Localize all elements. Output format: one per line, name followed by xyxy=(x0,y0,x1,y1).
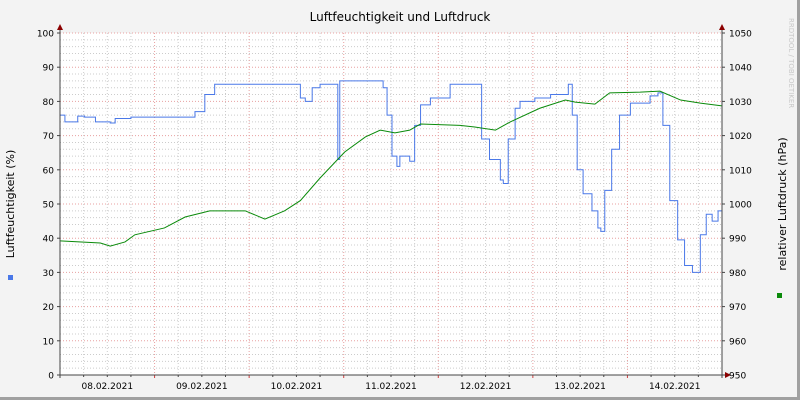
series-line-humidity xyxy=(60,80,723,273)
y-tick-label: 20 xyxy=(43,303,55,313)
watermark: RRDTOOL / TOBI OETIKER xyxy=(787,18,795,108)
y2-axis-label: relativer Luftdruck (hPa) xyxy=(776,137,789,270)
y-tick-label: 10 xyxy=(43,337,55,347)
y2-tick-label: 960 xyxy=(729,337,746,347)
y2-tick-label: 950 xyxy=(729,372,746,382)
x-tick-label: 12.02.2021 xyxy=(460,382,512,392)
x-axis-arrow-icon xyxy=(725,372,731,378)
frame-bottom xyxy=(0,397,800,400)
y-tick-label: 50 xyxy=(43,201,55,211)
y2-tick-label: 1030 xyxy=(729,98,752,108)
y2-tick-label: 1010 xyxy=(729,166,752,176)
chart-title: Luftfeuchtigkeit und Luftdruck xyxy=(310,10,491,24)
series-group xyxy=(59,80,723,273)
axes: 0102030405060708090100950960970980990100… xyxy=(37,24,752,392)
y-tick-label: 40 xyxy=(43,235,55,245)
y2-tick-label: 970 xyxy=(729,303,746,313)
y2-tick-label: 980 xyxy=(729,269,746,279)
y-tick-label: 80 xyxy=(43,98,55,108)
y2-tick-label: 1020 xyxy=(729,132,752,142)
grid xyxy=(59,32,723,376)
y2-tick-label: 1040 xyxy=(729,64,752,74)
y2-tick-label: 990 xyxy=(729,235,746,245)
x-tick-label: 09.02.2021 xyxy=(176,382,228,392)
series-line-pressure xyxy=(59,90,723,247)
y-axis-label: Luftfeuchtigkeit (%) xyxy=(4,150,17,259)
y-tick-label: 0 xyxy=(48,372,54,382)
y-tick-label: 30 xyxy=(43,269,55,279)
y2-axis-arrow-icon xyxy=(719,24,725,30)
y-tick-label: 70 xyxy=(43,132,55,142)
x-tick-label: 08.02.2021 xyxy=(82,382,134,392)
frame-right xyxy=(797,0,800,400)
x-tick-label: 14.02.2021 xyxy=(649,382,701,392)
legend-marker-pressure xyxy=(777,293,782,298)
legend-marker-humidity xyxy=(8,275,13,280)
y2-tick-label: 1000 xyxy=(729,201,752,211)
x-tick-label: 13.02.2021 xyxy=(554,382,606,392)
y-tick-label: 100 xyxy=(37,30,54,40)
y-tick-label: 60 xyxy=(43,166,55,176)
y-tick-label: 90 xyxy=(43,64,55,74)
x-tick-label: 11.02.2021 xyxy=(365,382,417,392)
x-tick-label: 10.02.2021 xyxy=(271,382,323,392)
y-axis-arrow-icon xyxy=(57,24,63,30)
y2-tick-label: 1050 xyxy=(729,30,752,40)
